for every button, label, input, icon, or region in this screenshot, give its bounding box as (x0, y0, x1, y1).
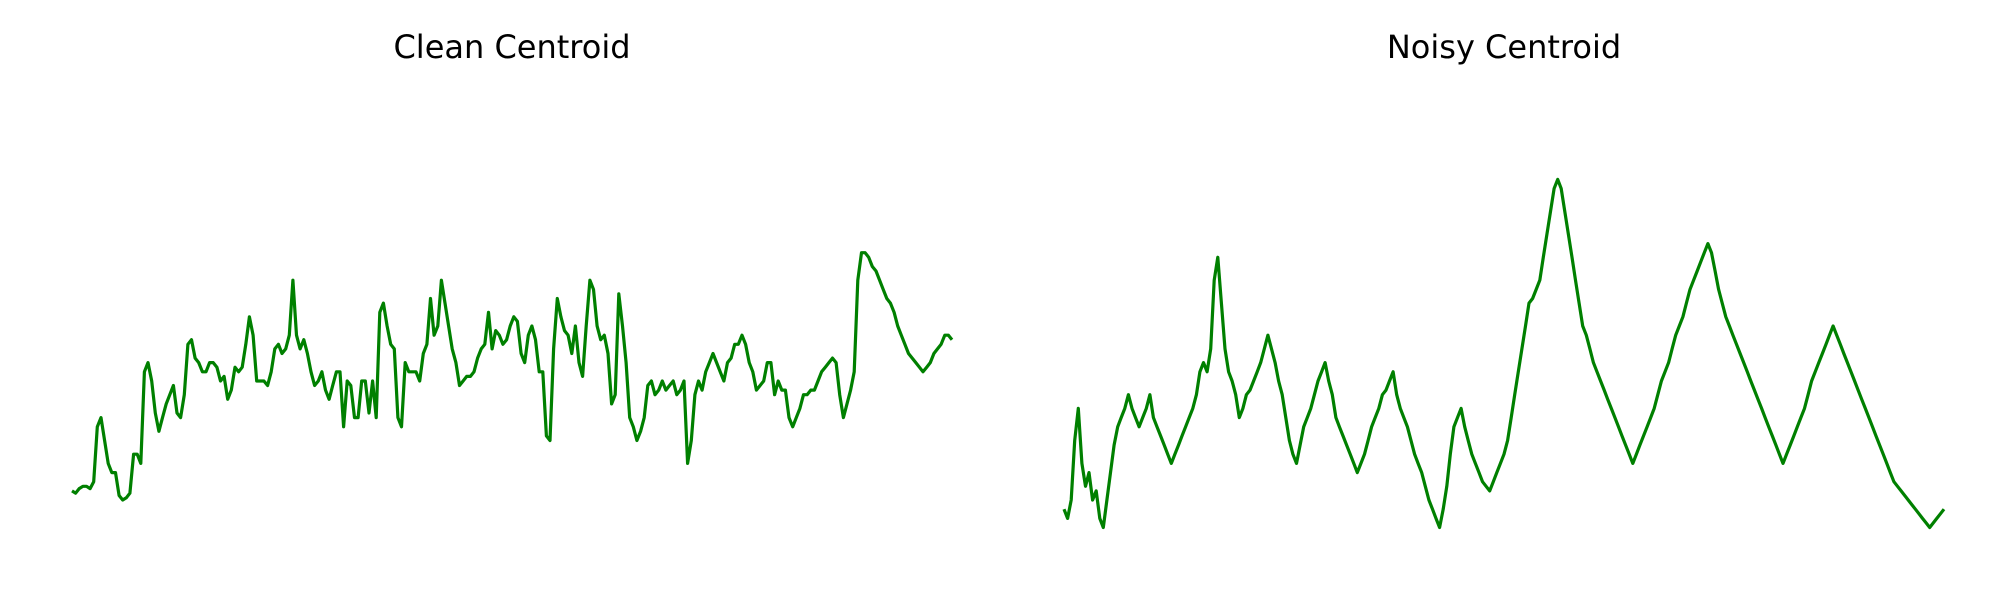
chart-noisy-centroid: Noisy Centroid (1062, 28, 1946, 530)
series-line-clean-centroid (71, 251, 954, 502)
chart-title-noisy-centroid: Noisy Centroid (1387, 28, 1621, 66)
series-line-noisy-centroid (1062, 177, 1946, 530)
chart-clean-centroid: Clean Centroid (71, 28, 954, 502)
chart-title-clean-centroid: Clean Centroid (393, 28, 630, 66)
